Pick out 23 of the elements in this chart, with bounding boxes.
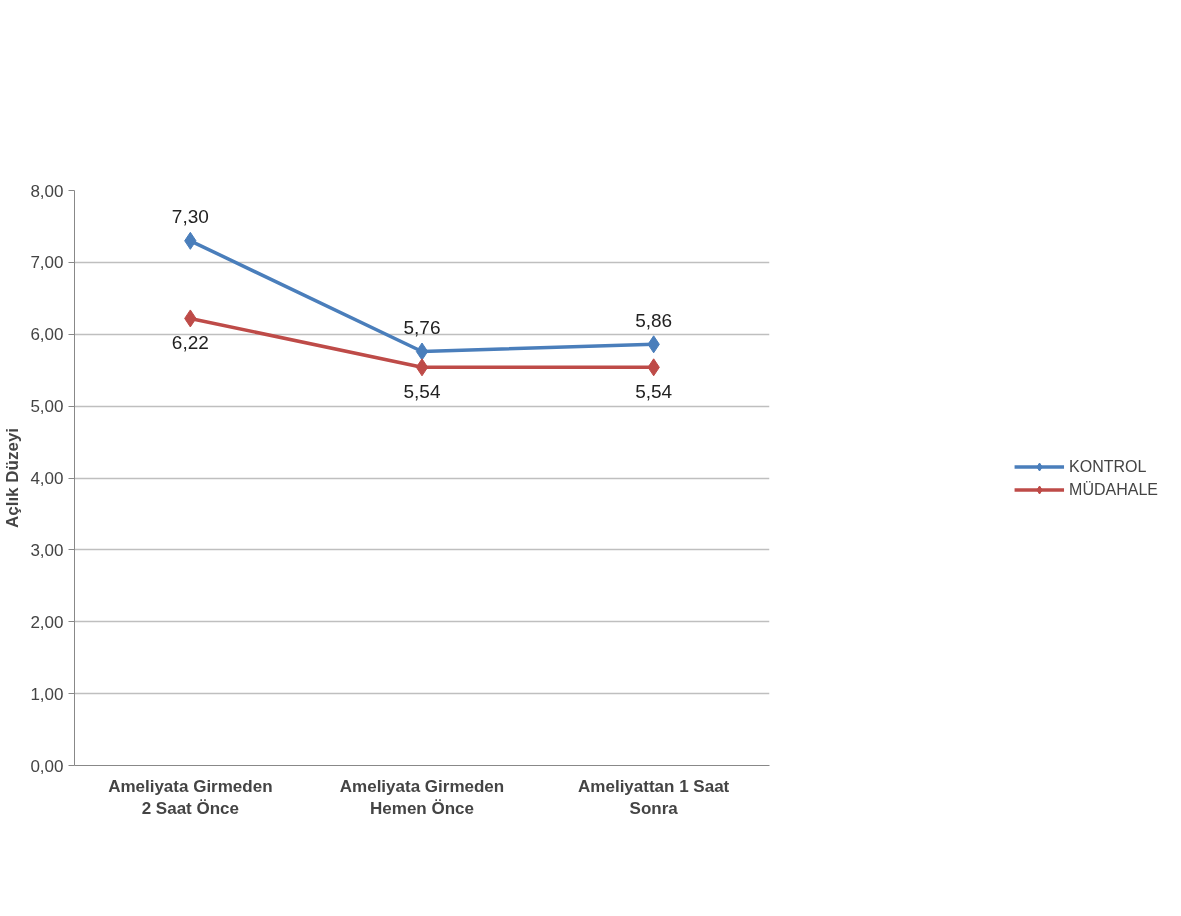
x-tick-label: Ameliyattan 1 Saat Sonra bbox=[578, 776, 730, 819]
y-tick-label: 3,00 bbox=[30, 540, 64, 560]
y-tick-label: 7,00 bbox=[30, 253, 64, 273]
y-axis-title: Açlık Düzeyi bbox=[3, 427, 23, 529]
x-tick-label: Ameliyata Girmeden Hemen Önce bbox=[339, 776, 505, 819]
y-tick-label: 1,00 bbox=[30, 684, 64, 704]
y-tick-label: 5,00 bbox=[30, 397, 64, 417]
point bbox=[415, 358, 429, 377]
data-label: 5,86 bbox=[635, 309, 673, 331]
legend-label: MÜDAHALE bbox=[1069, 480, 1158, 498]
data-label: 6,22 bbox=[171, 331, 209, 353]
y-tick-label: 2,00 bbox=[30, 612, 64, 632]
point bbox=[415, 342, 429, 361]
data-label: 5,54 bbox=[635, 380, 673, 402]
data-label: 7,30 bbox=[171, 206, 209, 228]
y-tick-label: 6,00 bbox=[30, 325, 64, 345]
x-tick-label: Ameliyata Girmeden 2 Saat Önce bbox=[108, 776, 273, 819]
data-label: 5,54 bbox=[403, 380, 441, 402]
y-tick-label: 8,00 bbox=[30, 181, 64, 201]
y-tick-label: 4,00 bbox=[30, 469, 64, 488]
data-label: 5,76 bbox=[403, 317, 441, 338]
legend-label: KONTROL bbox=[1069, 457, 1147, 475]
y-tick-label: 0,00 bbox=[30, 756, 64, 776]
